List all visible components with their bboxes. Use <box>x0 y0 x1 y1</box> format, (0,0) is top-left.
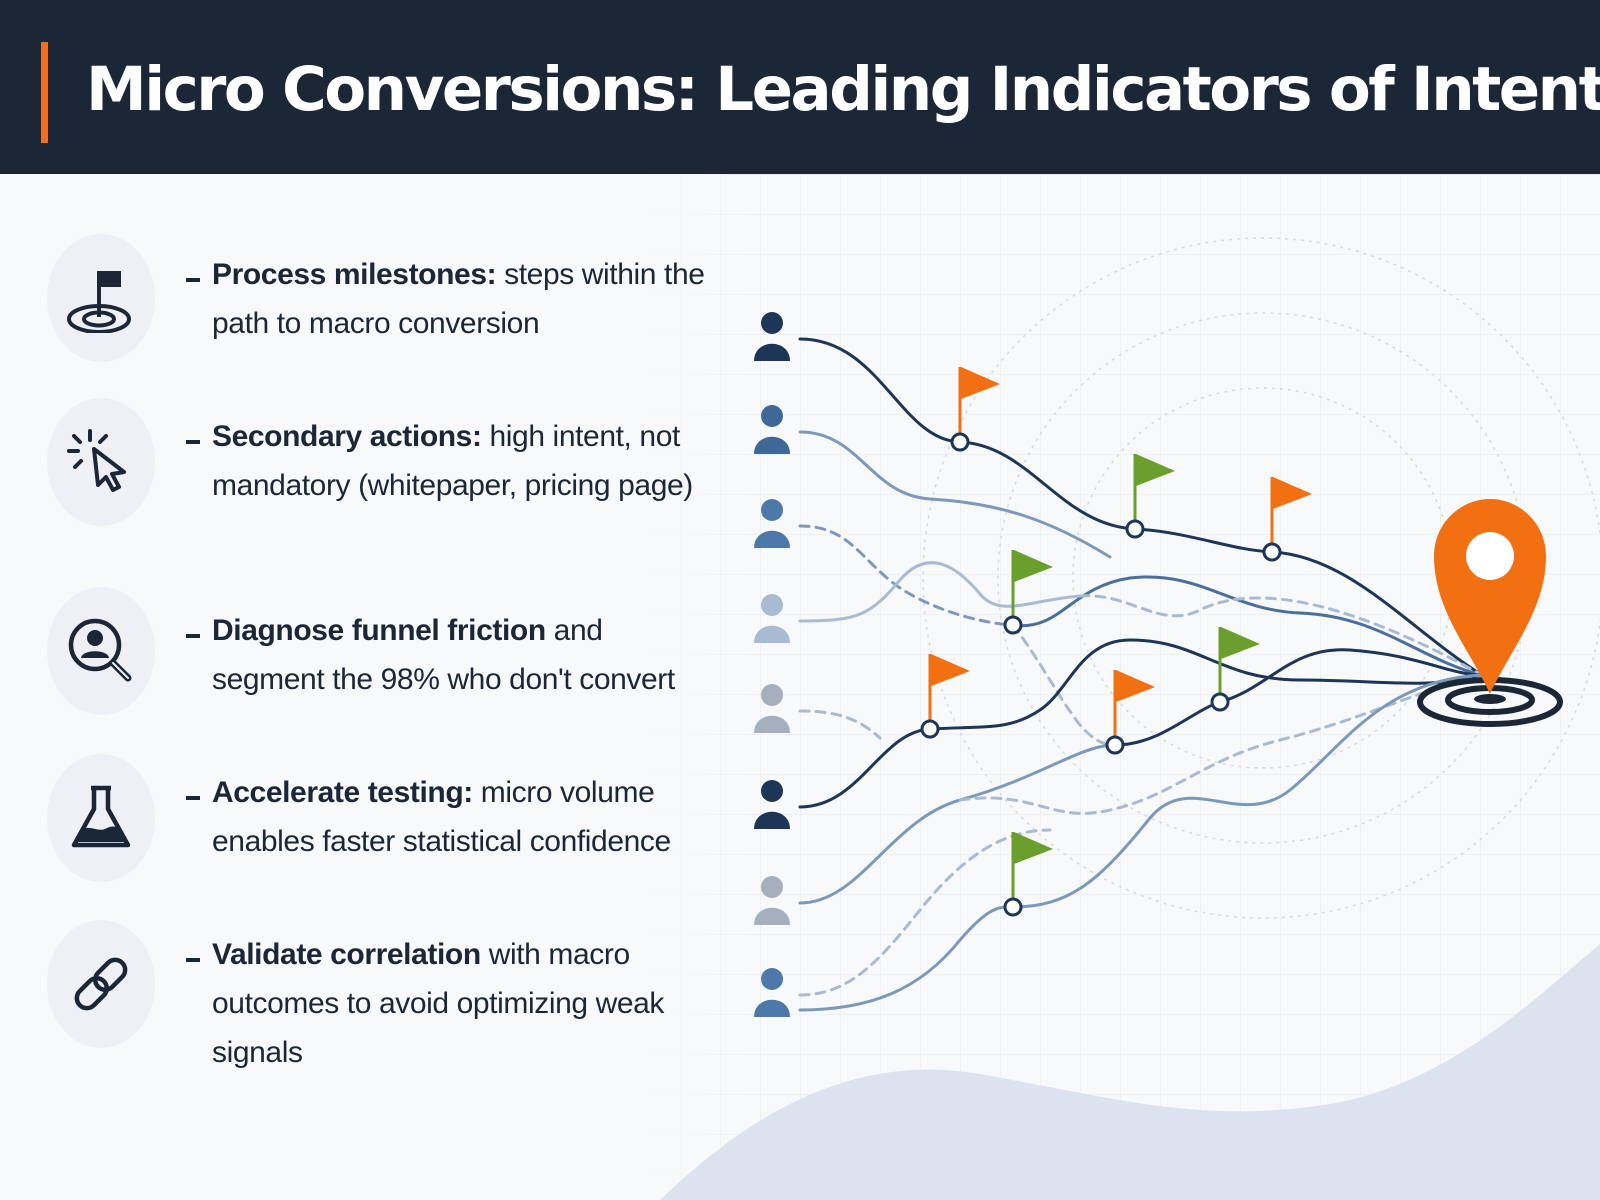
bullet-text: Secondary actions: high intent, not mand… <box>212 420 693 502</box>
flag-icon-green <box>1210 627 1260 712</box>
header-accent-bar <box>41 42 48 143</box>
flag-icon-orange <box>920 654 970 739</box>
bullet-text: Process milestones: steps within the pat… <box>212 258 705 340</box>
path-6 <box>798 638 1484 809</box>
path-3 <box>798 524 1015 627</box>
user-icon <box>754 876 790 925</box>
path-8b <box>798 673 1484 1012</box>
bullet-text: Diagnose funnel friction and segment the… <box>212 614 675 696</box>
path-8 <box>798 828 1052 997</box>
user-icon <box>754 594 790 643</box>
path-3b <box>1011 575 1484 677</box>
user-icon <box>754 312 790 361</box>
path-5b <box>1011 623 1117 747</box>
bullet-icon-wrap <box>47 920 155 1048</box>
path-4b <box>1078 594 1484 677</box>
user-search-icon <box>68 618 132 682</box>
map-pin-target-icon <box>1417 499 1563 727</box>
background-wave <box>660 944 1600 1200</box>
bullet-text: Validate correlation with macro outcomes… <box>212 938 665 1069</box>
path-5 <box>798 709 882 740</box>
flag-icon-orange <box>1105 670 1155 755</box>
path-6b <box>1113 648 1484 747</box>
flag-icon-green <box>1003 550 1053 635</box>
path-2 <box>798 430 1112 559</box>
path-7b <box>958 673 1484 815</box>
bullet-text: Accelerate testing: micro volume enables… <box>212 776 671 858</box>
user-icon <box>754 780 790 829</box>
bullet-icon-wrap <box>47 398 155 526</box>
flask-icon <box>71 785 131 848</box>
user-icon <box>754 499 790 548</box>
page-title: Micro Conversions: Leading Indicators of… <box>86 54 1600 125</box>
flag-icon-orange <box>1262 477 1312 562</box>
bullet-icon-wrap <box>47 754 155 882</box>
bullet-icon-wrap <box>47 234 155 362</box>
cursor-click-icon <box>67 429 126 492</box>
user-icons <box>754 312 790 1017</box>
flag-icon-orange <box>950 367 1000 452</box>
flag-target-icon <box>67 271 131 333</box>
path-7 <box>798 743 1117 905</box>
link-icon <box>74 957 128 1011</box>
header-bar: Micro Conversions: Leading Indicators of… <box>0 0 1600 174</box>
milestone-flags <box>920 367 1312 917</box>
bullet-list: Process milestones: steps within the pat… <box>0 174 720 1200</box>
journey-paths <box>798 337 1484 1012</box>
user-icon <box>754 684 790 733</box>
user-icon <box>754 405 790 454</box>
path-4 <box>798 561 1082 623</box>
flag-icon-green <box>1003 832 1053 917</box>
flag-icon-green <box>1125 454 1175 539</box>
user-icon <box>754 968 790 1017</box>
bullet-icon-wrap <box>47 587 155 715</box>
